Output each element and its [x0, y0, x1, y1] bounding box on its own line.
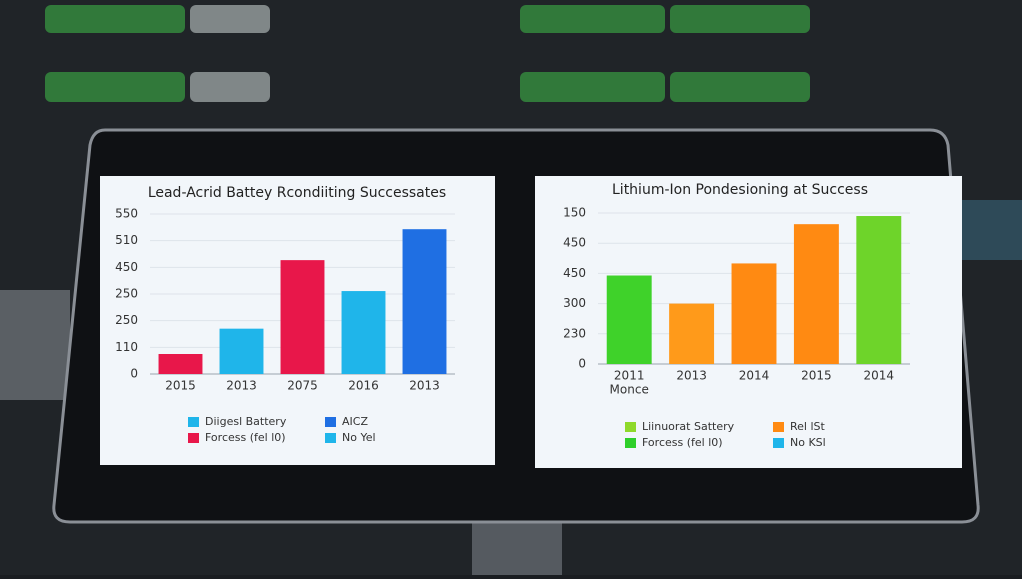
- legend-swatch: [188, 417, 199, 427]
- x-tick-label: 2016: [348, 379, 379, 393]
- x-tick-label: 2015: [165, 379, 196, 393]
- bar: [341, 291, 386, 374]
- legend-swatch: [625, 422, 636, 432]
- x-tick-label: 2014: [864, 369, 895, 383]
- legend-label: Forcess (fel l0): [205, 431, 286, 444]
- y-tick-label: 230: [563, 326, 586, 340]
- bar: [669, 303, 715, 364]
- legend-label: Diigesl Battery: [205, 415, 287, 428]
- bar: [856, 216, 902, 364]
- x-tick-label: 2014: [739, 369, 770, 383]
- legend-label: No KSl: [790, 436, 826, 449]
- x-tick-label: 2013: [409, 379, 440, 393]
- background-panels: [0, 5, 1022, 400]
- y-tick-label: 110: [115, 340, 138, 354]
- bar: [219, 328, 264, 374]
- legend-label: Rel lSt: [790, 420, 826, 433]
- x-tick-label: 2013: [226, 379, 257, 393]
- x-tick-label: 2011: [614, 369, 645, 383]
- legend-swatch: [773, 438, 784, 448]
- x-axis-label: Monce: [610, 383, 649, 397]
- y-tick-label: 300: [563, 296, 586, 310]
- legend-label: Forcess (fel l0): [642, 436, 723, 449]
- bar: [793, 224, 839, 364]
- legend-swatch: [188, 433, 199, 443]
- y-tick-label: 450: [563, 236, 586, 250]
- y-tick-label: 250: [115, 287, 138, 301]
- chart-title: Lithium-Ion Pondesioning at Success: [612, 182, 868, 198]
- x-tick-label: 2013: [676, 369, 707, 383]
- legend-label: Liinuorat Sattery: [642, 420, 735, 433]
- y-tick-label: 450: [563, 266, 586, 280]
- x-tick-label: 2015: [801, 369, 832, 383]
- y-tick-label: 0: [130, 367, 138, 381]
- stand: [472, 515, 562, 575]
- y-tick-label: 510: [115, 233, 138, 247]
- legend-swatch: [625, 438, 636, 448]
- legend-swatch: [325, 433, 336, 443]
- legend-swatch: [773, 422, 784, 432]
- bar: [731, 263, 777, 364]
- bar: [158, 354, 203, 374]
- y-tick-label: 550: [115, 207, 138, 221]
- x-tick-label: 2075: [287, 379, 318, 393]
- y-tick-label: 250: [115, 313, 138, 327]
- y-tick-label: 150: [563, 206, 586, 220]
- bar: [280, 260, 325, 374]
- y-tick-label: 0: [578, 357, 586, 371]
- legend-swatch: [325, 417, 336, 427]
- chart-title: Lead-Acrid Battey Rcondiiting Successate…: [148, 185, 446, 201]
- legend-label: No Yel: [342, 431, 376, 444]
- legend-label: AICZ: [342, 415, 368, 428]
- bar: [402, 229, 447, 374]
- y-tick-label: 450: [115, 260, 138, 274]
- bar: [606, 275, 652, 364]
